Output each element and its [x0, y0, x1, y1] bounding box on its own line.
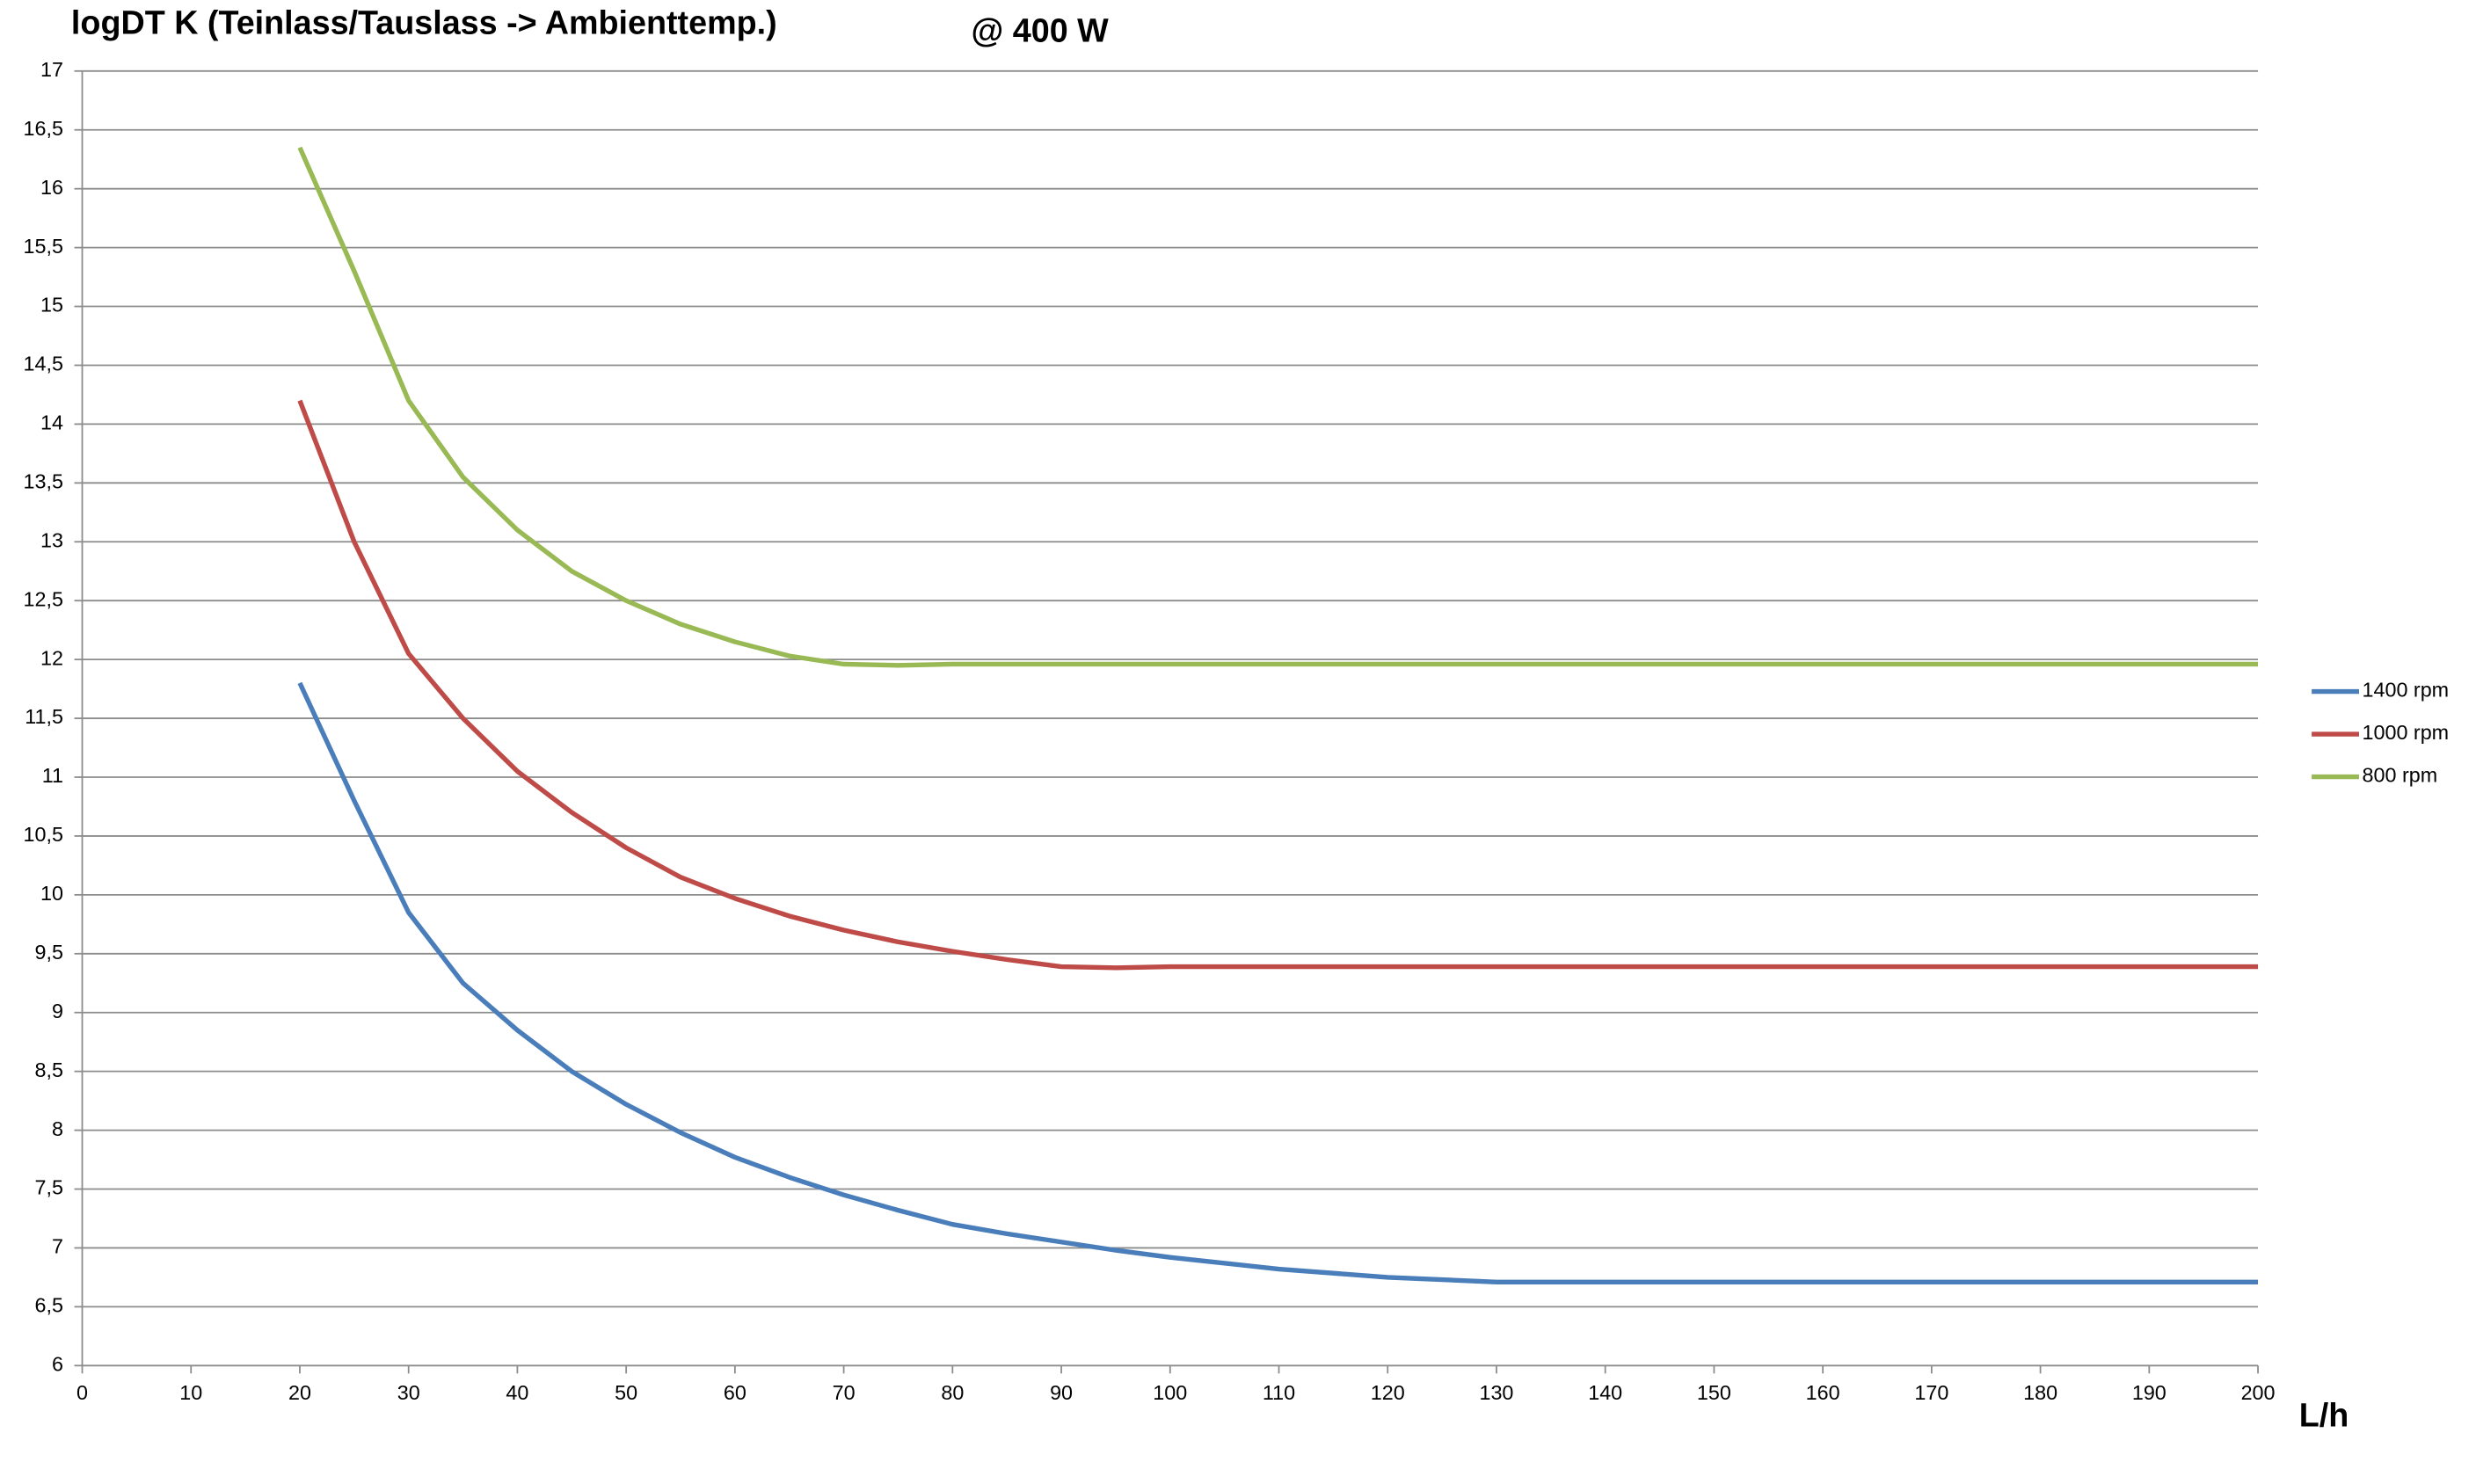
x-tick-label: 20 — [288, 1381, 311, 1404]
chart-title: logDT K (Teinlass/Tauslass -> Ambienttem… — [71, 4, 777, 41]
x-tick-label: 100 — [1153, 1381, 1187, 1404]
x-tick-label: 130 — [1479, 1381, 1513, 1404]
x-tick-label: 170 — [1914, 1381, 1948, 1404]
x-tick-label: 140 — [1588, 1381, 1622, 1404]
y-tick-label: 16 — [40, 176, 63, 199]
x-tick-label: 70 — [833, 1381, 856, 1404]
x-tick-label: 180 — [2023, 1381, 2057, 1404]
y-tick-label: 8 — [52, 1117, 63, 1140]
x-tick-label: 60 — [724, 1381, 746, 1404]
series-line — [297, 399, 2259, 971]
x-tick-label: 0 — [76, 1381, 88, 1404]
y-tick-label: 9,5 — [35, 941, 63, 964]
series-line — [297, 146, 2259, 668]
y-tick-label: 13,5 — [24, 470, 63, 493]
x-tick-label: 150 — [1697, 1381, 1731, 1404]
x-tick-label: 10 — [179, 1381, 202, 1404]
y-tick-label: 12 — [40, 646, 63, 669]
y-tick-label: 12,5 — [24, 587, 63, 610]
y-tick-label: 13 — [40, 528, 63, 551]
x-tick-label: 90 — [1050, 1381, 1073, 1404]
x-tick-label: 40 — [506, 1381, 528, 1404]
y-tick-label: 11,5 — [25, 705, 63, 728]
x-tick-label: 120 — [1371, 1381, 1405, 1404]
x-tick-label: 50 — [615, 1381, 637, 1404]
x-tick-label: 30 — [397, 1381, 420, 1404]
legend-label: 1000 rpm — [2363, 721, 2450, 744]
x-tick-label: 160 — [1806, 1381, 1840, 1404]
x-tick-label: 190 — [2132, 1381, 2166, 1404]
chart-subtitle: @ 400 W — [972, 12, 1110, 49]
y-tick-label: 9 — [52, 1000, 63, 1022]
y-tick-label: 6,5 — [35, 1294, 63, 1317]
legend-label: 1400 rpm — [2363, 679, 2450, 702]
y-tick-label: 16,5 — [24, 117, 63, 140]
y-tick-label: 14,5 — [24, 353, 63, 375]
y-tick-label: 14 — [40, 411, 63, 434]
y-tick-label: 15,5 — [24, 235, 63, 258]
y-tick-label: 15 — [40, 294, 63, 316]
y-tick-label: 7 — [52, 1235, 63, 1258]
x-axis-label: L/h — [2299, 1397, 2349, 1434]
y-tick-label: 8,5 — [35, 1058, 63, 1081]
y-tick-label: 10,5 — [24, 823, 63, 846]
y-tick-label: 17 — [40, 58, 63, 81]
x-tick-label: 80 — [941, 1381, 964, 1404]
x-tick-label: 110 — [1263, 1381, 1295, 1404]
y-tick-label: 10 — [40, 882, 63, 905]
y-tick-label: 6 — [52, 1352, 63, 1375]
y-tick-label: 7,5 — [35, 1176, 63, 1199]
legend-label: 800 rpm — [2363, 764, 2438, 787]
series-line — [297, 681, 2259, 1284]
y-tick-label: 11 — [42, 764, 63, 787]
x-tick-label: 200 — [2241, 1381, 2276, 1404]
